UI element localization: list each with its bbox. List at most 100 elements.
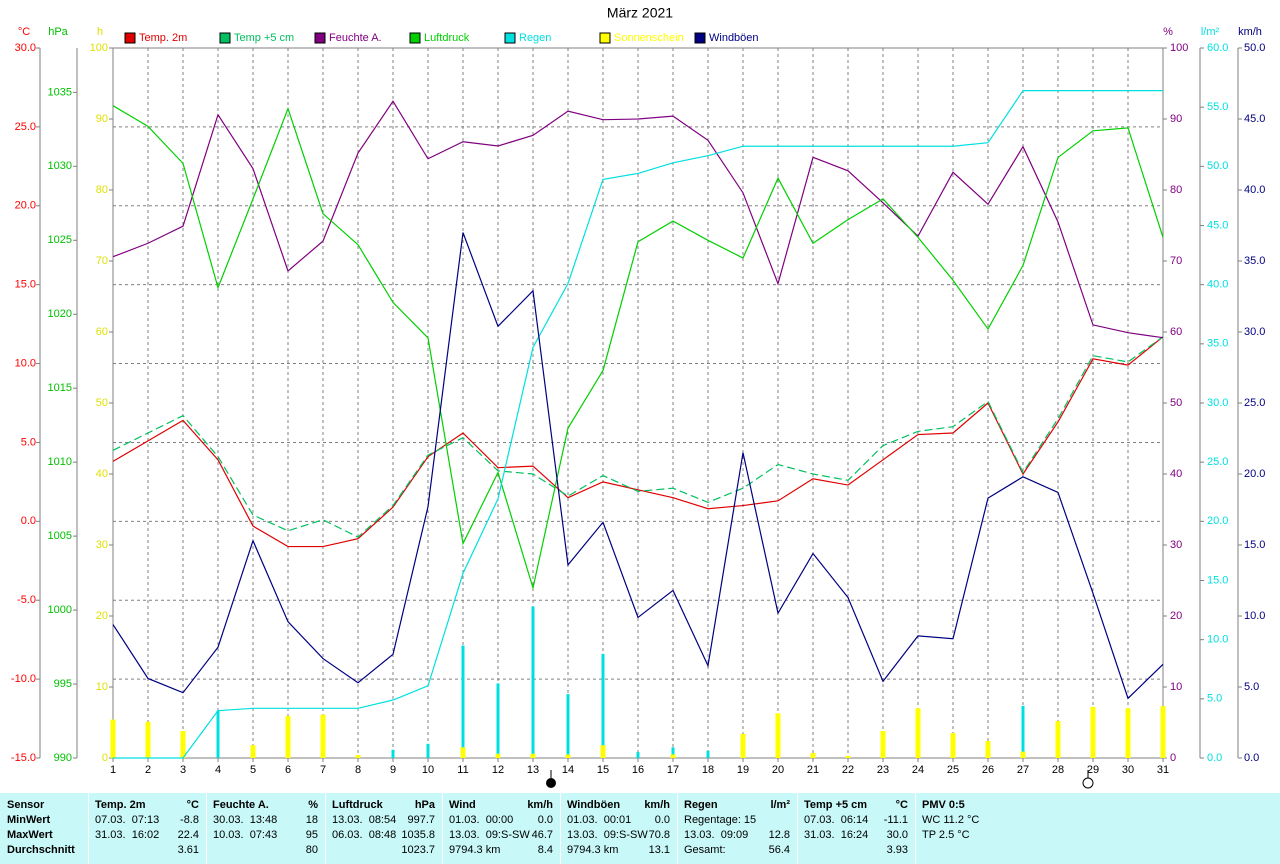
y-tick-label: 1025	[48, 234, 72, 246]
row-label: 13.03. 09:S-SW	[449, 829, 530, 841]
x-tick-label: 10	[422, 764, 434, 776]
column-title: PMV 0:5	[922, 799, 965, 811]
row-label: MinWert	[7, 814, 51, 826]
sun-bar	[775, 713, 781, 758]
y-tick-label: 30.0	[1207, 397, 1228, 409]
y-tick-label: 0.0	[21, 515, 36, 527]
legend-label: Sonnenschein	[614, 32, 684, 44]
column-title: Feuchte A.	[213, 799, 269, 811]
row-value: 95	[305, 829, 318, 841]
column-unit: l/m²	[770, 799, 790, 811]
legend-swatch	[599, 32, 611, 44]
y-tick-label: -10.0	[11, 673, 36, 685]
y-tick-label: -5.0	[17, 594, 36, 606]
y-tick-label: 40.0	[1244, 184, 1265, 196]
full-moon	[1082, 777, 1094, 789]
row-label: 13.03. 09:S-SW	[567, 829, 648, 841]
rain-bar	[496, 683, 500, 758]
rain-bar	[461, 645, 465, 758]
y-tick-label: 10.0	[1207, 634, 1228, 646]
y-tick-label: 1005	[48, 530, 72, 542]
y-tick-label: 20	[96, 610, 108, 622]
sun-bar	[1055, 721, 1061, 758]
row-label: 30.03. 13:48	[213, 814, 278, 826]
y-tick-label: 10	[96, 681, 108, 693]
rain-bar	[601, 653, 605, 758]
legend-swatch	[694, 32, 706, 44]
sun-bar	[180, 731, 186, 758]
new-moon	[546, 778, 556, 788]
rain-bar	[566, 694, 570, 758]
y-tick-label: 1030	[48, 160, 72, 172]
series-line	[112, 336, 1164, 548]
sun-bar	[950, 733, 956, 758]
sun-bar	[460, 747, 466, 758]
row-value: 1023.7	[401, 844, 435, 856]
x-tick-label: 5	[250, 764, 256, 776]
legend-label: Regen	[519, 32, 551, 44]
column-separator	[915, 793, 916, 864]
column-unit: °C	[186, 799, 199, 811]
y-tick-label: 10.0	[1244, 610, 1265, 622]
y-tick-label: 0	[1170, 752, 1176, 764]
y-tick-label: 60	[96, 326, 108, 338]
x-tick-label: 8	[355, 764, 361, 776]
rain-bar	[706, 750, 710, 758]
row-value: 0.0	[654, 814, 670, 826]
row-value: 80	[305, 844, 318, 856]
axis-unit: l/m²	[1201, 26, 1220, 38]
sun-bar	[600, 745, 606, 758]
y-tick-label: 50.0	[1244, 42, 1265, 54]
row-value: -8.8	[180, 814, 199, 826]
y-tick-label: 35.0	[1244, 255, 1265, 267]
column-separator	[677, 793, 678, 864]
series-line	[112, 336, 1164, 538]
column-title: Sensor	[7, 799, 45, 811]
x-tick-label: 19	[737, 764, 749, 776]
x-tick-label: 24	[912, 764, 924, 776]
y-tick-label: 10.0	[15, 357, 36, 369]
x-tick-label: 17	[667, 764, 679, 776]
y-tick-label: 5.0	[1207, 693, 1222, 705]
y-tick-label: 40	[1170, 468, 1182, 480]
y-tick-label: 50.0	[1207, 160, 1228, 172]
y-tick-label: 80	[96, 184, 108, 196]
y-tick-label: -15.0	[11, 752, 36, 764]
sun-bar	[495, 753, 501, 758]
y-tick-label: 15.0	[15, 279, 36, 291]
row-value: 22.4	[177, 829, 199, 841]
y-tick-label: 100	[1170, 42, 1188, 54]
row-label: Gesamt:	[684, 844, 726, 856]
y-tick-label: 1020	[48, 308, 72, 320]
row-value: 997.7	[407, 814, 435, 826]
y-tick-label: 25.0	[1207, 456, 1228, 468]
sun-bar	[285, 716, 291, 758]
y-tick-label: 45.0	[1244, 113, 1265, 125]
y-tick-label: 30.0	[15, 42, 36, 54]
column-title: Regen	[684, 799, 718, 811]
y-tick-label: 30	[1170, 539, 1182, 551]
column-title: Wind	[449, 799, 476, 811]
column-separator	[442, 793, 443, 864]
row-value: 30.0	[886, 829, 908, 841]
legend-swatch	[219, 32, 231, 44]
y-tick-label: 90	[1170, 113, 1182, 125]
column-unit: km/h	[527, 799, 553, 811]
row-value: 46.7	[531, 829, 553, 841]
y-tick-label: 990	[54, 752, 72, 764]
y-tick-label: 35.0	[1207, 338, 1228, 350]
column-title: Windböen	[567, 799, 621, 811]
legend-swatch	[504, 32, 516, 44]
row-label: Durchschnitt	[7, 844, 75, 856]
y-tick-label: 45.0	[1207, 219, 1228, 231]
y-tick-label: 20.0	[1244, 468, 1265, 480]
column-unit: km/h	[644, 799, 670, 811]
series-line	[112, 100, 1164, 339]
x-tick-label: 27	[1017, 764, 1029, 776]
sun-bar	[880, 731, 886, 758]
x-tick-label: 20	[772, 764, 784, 776]
chart: März 2021 °C-15.0-10.0-5.00.05.010.015.0…	[11, 5, 1265, 789]
row-label: 31.03. 16:02	[95, 829, 160, 841]
y-tick-label: 30.0	[1244, 326, 1265, 338]
